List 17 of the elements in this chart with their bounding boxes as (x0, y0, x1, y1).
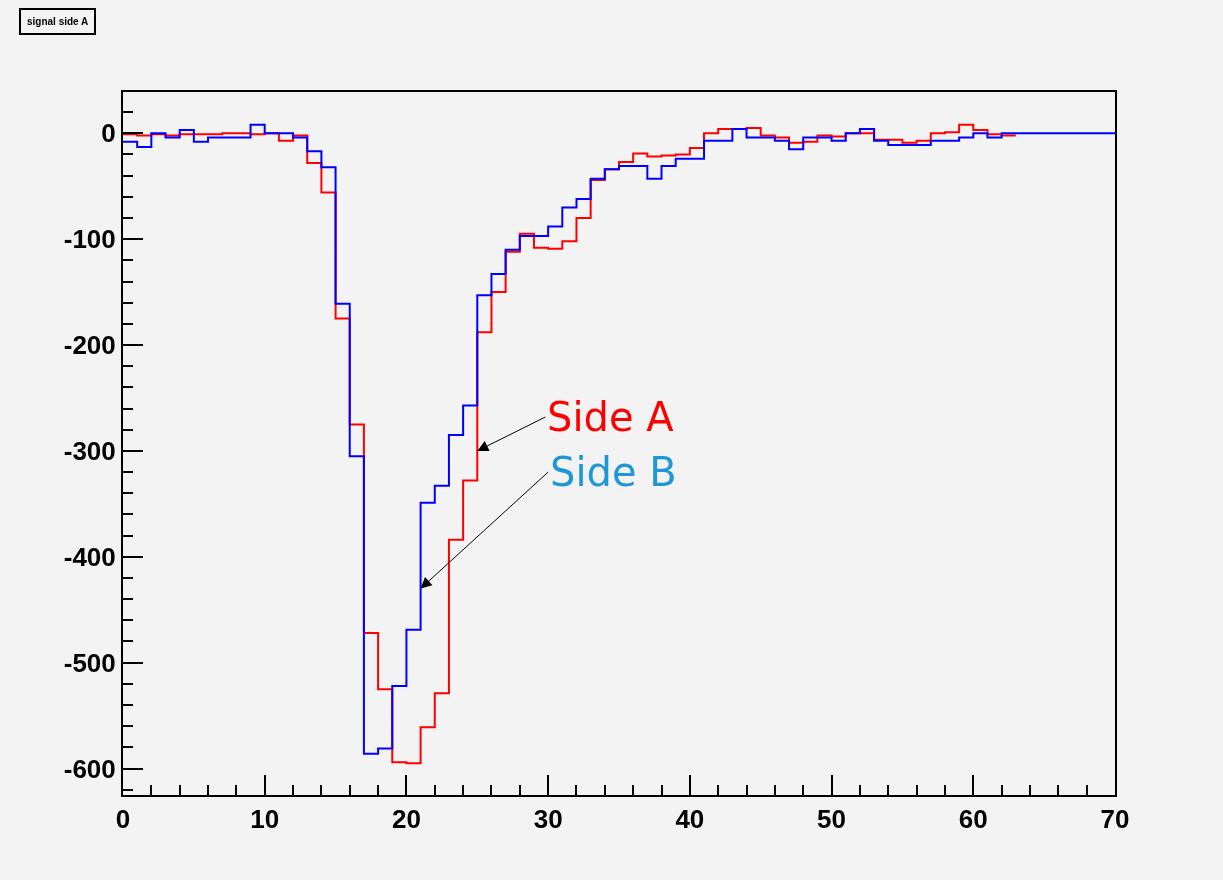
x-tick-label: 20 (391, 804, 421, 835)
y-tick-label: -500 (63, 647, 116, 678)
y-tick-label: -600 (63, 753, 116, 784)
x-tick-label: 70 (1100, 804, 1130, 835)
x-tick-label: 50 (817, 804, 847, 835)
y-tick-label: -400 (63, 541, 116, 572)
y-tick-label: 0 (101, 118, 116, 149)
annotation: Side B (550, 449, 677, 495)
x-tick-label: 10 (250, 804, 280, 835)
chart-title: signal side A (27, 16, 89, 27)
annotation: Side A (547, 394, 675, 440)
x-tick-label: 40 (675, 804, 705, 835)
x-tick-label: 60 (958, 804, 988, 835)
y-tick-label: -200 (63, 330, 116, 361)
x-tick-label: 30 (533, 804, 563, 835)
y-tick-label: -300 (63, 436, 116, 467)
y-tick-label: -100 (63, 224, 116, 255)
